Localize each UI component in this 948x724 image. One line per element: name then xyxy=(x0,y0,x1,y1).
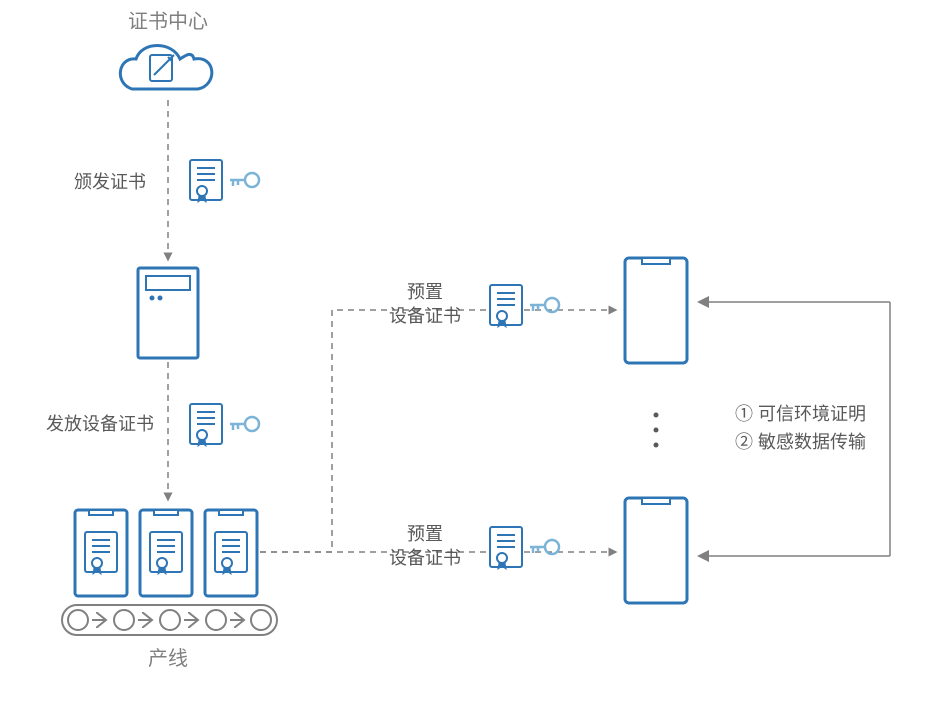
cert-key-icon-1 xyxy=(190,160,259,202)
right-note-2: ② 敏感数据传输 xyxy=(735,432,866,452)
distribute-cert-label: 发放设备证书 xyxy=(46,414,154,434)
issue-cert-label: 颁发证书 xyxy=(74,172,146,192)
svg-text:预置: 预置 xyxy=(407,524,443,544)
phone-bottom-icon xyxy=(625,498,687,603)
phone-top-icon xyxy=(625,258,687,363)
conveyor-belt-icon xyxy=(62,605,277,635)
cert-key-icon-2 xyxy=(190,404,259,446)
preload-top: 预置 设备证书 xyxy=(389,282,461,326)
cert-key-icon-3 xyxy=(490,285,559,327)
production-line-label: 产线 xyxy=(148,647,188,670)
cert-key-icon-4 xyxy=(490,527,559,569)
svg-text:预置: 预置 xyxy=(407,282,443,302)
right-note-1: ① 可信环境证明 xyxy=(735,404,866,424)
title-label: 证书中心 xyxy=(128,10,208,33)
preload-bottom: 预置 设备证书 xyxy=(389,524,461,568)
certificate-flow-diagram: 证书中心 颁发证书 发放设备证书 xyxy=(0,0,948,724)
svg-text:设备证书: 设备证书 xyxy=(389,548,461,568)
svg-text:设备证书: 设备证书 xyxy=(389,306,461,326)
cloud-cert-center-icon xyxy=(120,46,211,90)
server-icon xyxy=(138,268,198,358)
vertical-ellipsis-icon xyxy=(654,413,659,448)
production-devices xyxy=(75,510,257,596)
path-to-phone-top xyxy=(260,310,616,552)
